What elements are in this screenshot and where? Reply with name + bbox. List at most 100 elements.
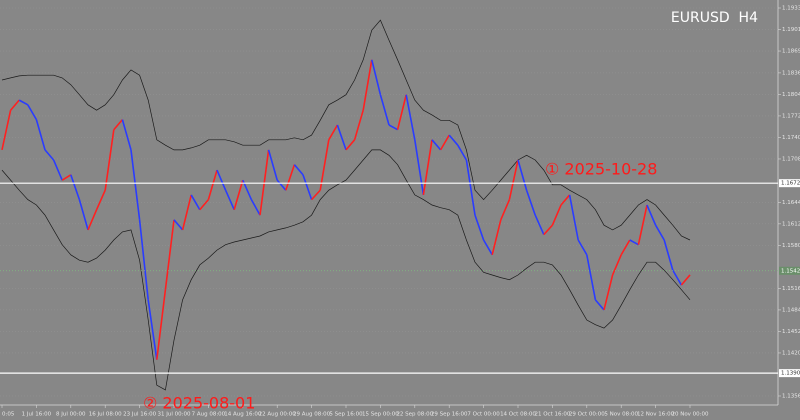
price-segment [508,159,519,200]
price-segment [78,199,89,231]
price-segment [482,239,493,256]
price-segment [371,59,382,95]
level-label-box [779,266,800,275]
x-tick-label: 7 Oct 00:00 [467,412,500,418]
price-segment [207,169,218,200]
price-segment [267,149,278,181]
price-segment [345,139,356,151]
price-segment [285,164,296,191]
price-segment [517,159,528,191]
price-segment [104,129,115,191]
level-label: 1.13900 [781,371,800,377]
x-tick-label: 29 Aug 08:00 [293,412,331,418]
price-segment [70,174,81,200]
x-tick-label: 7 Aug 08:00 [192,412,226,418]
band-line [1,149,691,391]
price-segment [611,254,622,276]
y-tick-label: 1.14200 [782,350,800,356]
y-tick-label: 1.16120 [782,221,800,227]
price-segment [405,94,416,140]
price-segment [465,159,476,216]
band-line [1,19,691,241]
price-segment [190,194,201,211]
price-segment [216,169,227,191]
annotation: ① 2025-10-28 [545,160,657,179]
price-segment [422,139,433,196]
price-segment [560,194,571,206]
x-tick-label: 1 Jul 16:00 [22,412,52,418]
y-tick-label: 1.15160 [782,286,800,292]
price-segment [1,110,12,151]
y-tick-label: 1.14840 [782,307,800,313]
price-segment [663,239,674,271]
price-segment [388,124,398,131]
x-tick-label: 5 Nov 08:00 [604,412,638,418]
y-tick-label: 1.17405 [782,135,800,141]
y-tick-label: 1.18045 [782,92,800,98]
price-segment [680,274,691,286]
y-tick-label: 1.15800 [782,243,800,249]
x-tick-label: 0:05 [2,412,15,418]
price-segment [457,144,468,161]
price-segment [121,119,132,151]
price-segment [414,139,425,196]
price-segment [27,104,38,121]
price-segment [130,149,141,220]
x-tick-label: 14 Aug 16:00 [224,412,262,418]
price-segment [311,189,321,201]
price-segment [259,149,270,216]
price-segment [250,199,261,216]
price-segment [233,179,244,210]
price-segment [637,204,648,245]
price-segment [276,179,287,191]
price-segment [551,204,562,226]
x-tick-label: 8 Jul 00:00 [56,412,86,418]
level-label: 1.16725 [781,181,800,187]
price-segment [87,209,98,231]
level-label: 1.15422 [781,268,800,274]
price-segment [500,199,511,221]
y-tick-label: 1.17725 [782,113,800,119]
price-segment [319,139,330,191]
x-tick-label: 5 Sep 16:00 [329,412,363,418]
price-segment [224,189,235,211]
price-segment [353,109,364,141]
price-segment [543,224,553,236]
x-tick-label: 21 Oct 16:00 [534,412,570,418]
x-tick-label: 22 Sep 08:00 [396,412,433,418]
price-segment [672,269,683,286]
price-segment [654,224,665,241]
x-tick-label: 14 Oct 08:00 [500,412,536,418]
price-segment [113,119,124,131]
price-segment [594,299,605,311]
x-tick-label: 20 Nov 00:00 [671,412,709,418]
price-segment [199,199,210,211]
price-segment [646,204,657,226]
y-tick-label: 1.14520 [782,329,800,335]
price-segment [302,174,313,200]
price-segment [431,139,442,151]
x-tick-label: 31 Jul 00:00 [158,412,191,418]
price-segment [568,194,579,241]
price-segment [18,99,29,106]
price-segment [525,189,536,216]
y-tick-label: 1.19330 [782,6,800,12]
price-segment [491,219,502,255]
price-segment [328,124,339,141]
x-tick-label: 29 Sep 16:00 [431,412,468,418]
price-segment [586,254,597,300]
x-tick-label: 22 Aug 00:00 [259,412,297,418]
y-tick-label: 1.19010 [782,27,800,33]
price-segment [181,194,192,231]
price-segment [164,219,175,290]
price-segment [534,214,545,235]
price-segment [147,299,158,360]
price-segment [629,239,639,246]
price-segment [577,239,588,256]
price-segment [95,189,106,211]
price-segment [52,159,63,181]
price-segment [44,149,55,161]
price-segment [9,99,20,111]
